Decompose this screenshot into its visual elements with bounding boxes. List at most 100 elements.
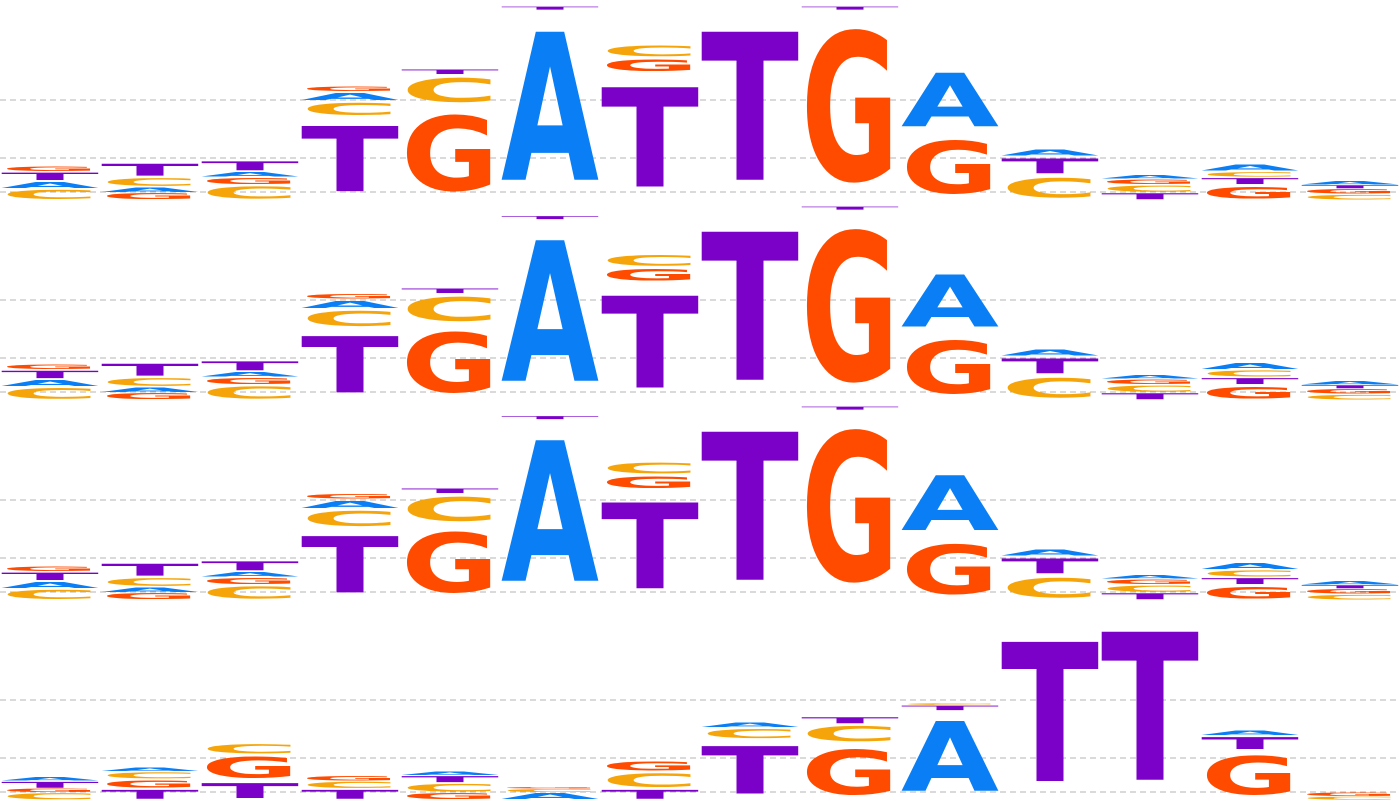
nucleotide-t-glyph: T	[1201, 576, 1299, 585]
nucleotide-t-glyph: T	[301, 521, 399, 611]
nucleotide-t-glyph: T	[1, 780, 99, 789]
nucleotide-a-glyph: A	[501, 792, 599, 800]
nucleotide-t-glyph: T	[1101, 593, 1199, 800]
logo-column-9: GT	[801, 192, 899, 428]
nucleotide-g-glyph: G	[301, 85, 399, 92]
logo-column-6: AT	[501, 403, 599, 626]
nucleotide-t-glyph: T	[1101, 592, 1199, 601]
nucleotide-g-glyph: G	[201, 752, 299, 785]
nucleotide-g-glyph: G	[1101, 579, 1199, 586]
logo-column-9: GT	[801, 392, 899, 628]
nucleotide-c-glyph: C	[1001, 373, 1099, 404]
nucleotide-g-glyph: G	[1301, 188, 1399, 195]
nucleotide-c-glyph: C	[1001, 573, 1099, 604]
nucleotide-g-glyph: G	[601, 56, 699, 75]
nucleotide-c-glyph: C	[401, 291, 499, 329]
nucleotide-t-glyph: T	[801, 406, 899, 411]
logo-column-10: GA	[901, 59, 999, 210]
nucleotide-g-glyph: G	[201, 576, 299, 586]
logo-column-11: CTA	[1001, 148, 1099, 204]
nucleotide-c-glyph: C	[601, 460, 699, 476]
nucleotide-g-glyph: G	[301, 775, 399, 782]
nucleotide-t-glyph: T	[101, 161, 199, 180]
nucleotide-g-glyph: G	[1, 165, 99, 172]
nucleotide-c-glyph: C	[301, 780, 399, 789]
logo-column-5: GCT	[401, 68, 499, 214]
nucleotide-t-glyph: T	[801, 206, 899, 211]
nucleotide-g-glyph: G	[901, 531, 999, 609]
nucleotide-t-glyph: T	[701, 393, 799, 628]
nucleotide-a-glyph: A	[1001, 148, 1099, 157]
nucleotide-g-glyph: G	[401, 517, 499, 612]
nucleotide-t-glyph: T	[501, 215, 599, 220]
nucleotide-a-glyph: A	[1301, 381, 1399, 386]
nucleotide-g-glyph: G	[601, 759, 699, 773]
logo-column-7: TGC	[601, 460, 699, 616]
nucleotide-t-glyph: T	[201, 359, 299, 373]
logo-column-5: GCT	[401, 287, 499, 411]
nucleotide-t-glyph: T	[901, 704, 999, 711]
logo-column-8: TCA	[701, 722, 799, 800]
nucleotide-c-glyph: C	[601, 43, 699, 59]
nucleotide-g-glyph: G	[1201, 746, 1299, 800]
nucleotide-c-glyph: C	[1, 792, 99, 800]
nucleotide-c-glyph: C	[401, 782, 499, 794]
nucleotide-t-glyph: T	[501, 415, 599, 420]
nucleotide-a-glyph: A	[901, 59, 999, 144]
logo-column-10: GA	[901, 261, 999, 410]
nucleotide-c-glyph: C	[101, 576, 199, 588]
nucleotide-t-glyph: T	[1001, 555, 1099, 579]
nucleotide-g-glyph: G	[901, 128, 999, 210]
nucleotide-g-glyph: G	[901, 328, 999, 410]
nucleotide-c-glyph: C	[201, 742, 299, 756]
nucleotide-t-glyph: T	[501, 6, 599, 11]
nucleotide-c-glyph: C	[201, 184, 299, 203]
nucleotide-g-glyph: G	[401, 96, 499, 214]
nucleotide-a-glyph: A	[301, 91, 400, 103]
nucleotide-a-glyph: A	[1001, 548, 1099, 557]
nucleotide-g-glyph: G	[401, 317, 499, 412]
nucleotide-t-glyph: T	[401, 287, 499, 294]
logo-column-9: GT	[801, 0, 899, 229]
nucleotide-c-glyph: C	[401, 72, 499, 110]
nucleotide-a-glyph: A	[201, 171, 299, 178]
nucleotide-c-glyph: C	[201, 584, 299, 603]
nucleotide-a-glyph: A	[1101, 175, 1199, 180]
nucleotide-c-glyph: C	[101, 376, 199, 388]
nucleotide-t-glyph: T	[401, 68, 499, 75]
nucleotide-a-glyph: A	[1201, 163, 1299, 172]
nucleotide-t-glyph: T	[601, 788, 699, 800]
nucleotide-t-glyph: T	[1, 571, 99, 583]
logo-column-8: T	[701, 0, 799, 228]
nucleotide-t-glyph: T	[1201, 176, 1299, 185]
nucleotide-t-glyph: T	[1201, 734, 1299, 753]
nucleotide-c-glyph: C	[401, 491, 499, 529]
nucleotide-a-glyph: A	[901, 261, 999, 343]
nucleotide-c-glyph: C	[601, 253, 699, 269]
logo-column-8: T	[701, 193, 799, 428]
nucleotide-t-glyph: T	[401, 775, 499, 784]
nucleotide-a-glyph: A	[101, 186, 199, 193]
logo-column-7: TCG	[601, 759, 699, 800]
logo-column-7: TGC	[601, 43, 699, 218]
nucleotide-t-glyph: T	[201, 779, 299, 800]
nucleotide-c-glyph: C	[1301, 796, 1399, 800]
nucleotide-g-glyph: G	[801, 0, 899, 229]
